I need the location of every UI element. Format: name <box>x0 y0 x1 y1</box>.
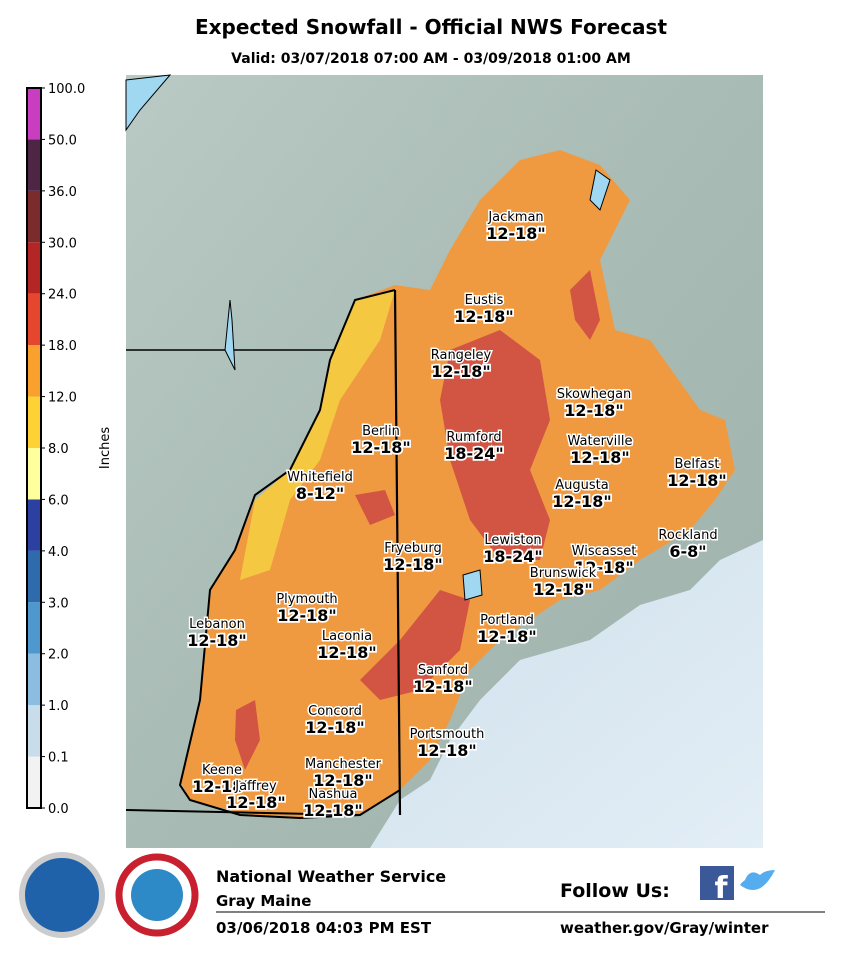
office: National Weather Service <box>216 867 446 886</box>
city-name: Portland <box>480 613 534 628</box>
legend-label: 24.0 <box>48 288 77 303</box>
city-name: Wiscasset <box>572 544 637 559</box>
subtitle: Valid: 03/07/2018 07:00 AM - 03/09/2018 … <box>231 51 631 67</box>
nws-logo-inner <box>131 869 183 921</box>
city-range: 12-18" <box>383 555 443 574</box>
city-name: Lewiston <box>484 533 541 548</box>
city-name: Rockland <box>658 528 717 543</box>
city-range: 12-18" <box>351 438 411 457</box>
legend-label: 3.0 <box>48 596 69 611</box>
city-name: Whitefield <box>287 470 353 485</box>
city-range: 12-18" <box>303 801 363 820</box>
legend-label: 4.0 <box>48 545 69 560</box>
city-range: 12-18" <box>226 793 286 812</box>
map <box>125 74 763 848</box>
city-name: Waterville <box>568 434 633 449</box>
legend-swatch <box>27 190 41 243</box>
city-name: Portsmouth <box>410 727 485 742</box>
legend-swatch <box>27 293 41 346</box>
legend-label: 1.0 <box>48 699 69 714</box>
legend-swatch <box>27 550 41 603</box>
city-range: 18-24" <box>444 444 504 463</box>
legend-swatch <box>27 499 41 551</box>
legend-label: 36.0 <box>48 185 77 200</box>
legend-swatch <box>27 705 41 757</box>
city-name: Skowhegan <box>557 387 632 402</box>
city-range: 12-18" <box>317 643 377 662</box>
noaa-logo <box>19 852 105 938</box>
city-range: 18-24" <box>483 547 543 566</box>
city-range: 6-8" <box>669 542 706 561</box>
legend-swatch <box>27 242 41 294</box>
legend-label: 18.0 <box>48 339 77 354</box>
city-name: Laconia <box>322 629 372 644</box>
city-name: Concord <box>308 704 362 719</box>
city-range: 12-18" <box>477 627 537 646</box>
city-range: 12-18" <box>192 777 252 796</box>
legend-label: 12.0 <box>48 391 77 406</box>
city-range: 12-18" <box>305 718 365 737</box>
title: Expected Snowfall - Official NWS Forecas… <box>195 15 667 39</box>
city-range: 12-18" <box>574 558 634 577</box>
city-name: Keene <box>202 763 242 778</box>
legend-label: 30.0 <box>48 236 77 251</box>
legend-swatch <box>27 396 41 448</box>
legend-title: Inches <box>98 427 113 469</box>
city-range: 12-18" <box>570 448 630 467</box>
legend-swatch <box>27 139 41 191</box>
legend-swatch <box>27 756 41 808</box>
city-name: Rangeley <box>431 348 492 363</box>
follow: Follow Us: <box>560 880 670 902</box>
city-range: 12-18" <box>277 606 337 625</box>
url[interactable]: weather.gov/Gray/winter <box>560 919 769 937</box>
city-name: Augusta <box>555 478 608 493</box>
city-range: 12-18" <box>417 741 477 760</box>
city-name: Rumford <box>446 430 501 445</box>
facebook-icon[interactable] <box>700 866 734 900</box>
city-range: 12-18" <box>313 771 373 790</box>
legend-label: 8.0 <box>48 442 69 457</box>
city-range: 12-18" <box>413 677 473 696</box>
city-range: 12-18" <box>552 492 612 511</box>
city-name: Nashua <box>309 787 358 802</box>
city-name: Plymouth <box>276 592 337 607</box>
legend-label: 0.1 <box>48 751 69 766</box>
city-range: 12-18" <box>533 580 593 599</box>
legend-swatch <box>27 345 41 397</box>
city-name: Brunswick <box>530 566 597 581</box>
color-legend: 0.0 0.1 1.0 2.0 3.0 4.0 6.0 8.0 12.0 18.0 24.0 30.0… <box>26 82 113 817</box>
city-range: 12-18" <box>454 307 514 326</box>
legend-swatch <box>27 653 41 706</box>
city-name: Belfast <box>675 457 720 472</box>
facebook-f: f <box>714 871 728 906</box>
city-labels: Jackman12-18"Eustis12-18"Rangeley12-18"S… <box>185 209 728 822</box>
city-range: 12-18" <box>564 401 624 420</box>
legend-label: 2.0 <box>48 648 69 663</box>
legend-label: 100.0 <box>48 82 85 97</box>
city-name: Sanford <box>418 663 468 678</box>
legend-swatch <box>27 602 41 654</box>
city-range: 12-18" <box>486 224 546 243</box>
legend-swatch <box>27 448 41 500</box>
legend-label: 50.0 <box>48 133 77 148</box>
city-name: Fryeburg <box>384 541 441 556</box>
city-name: Lebanon <box>189 617 245 632</box>
legend-label: 0.0 <box>48 802 69 817</box>
city-name: Jaffrey <box>234 779 277 794</box>
twitter-icon[interactable] <box>740 870 775 890</box>
city-name: Manchester <box>305 757 382 772</box>
city-name: Berlin <box>362 424 400 439</box>
legend-label: 6.0 <box>48 493 69 508</box>
location: Gray Maine <box>216 892 311 910</box>
city-name: Eustis <box>465 293 504 308</box>
issued: 03/06/2018 04:03 PM EST <box>216 919 432 937</box>
city-range: 12-18" <box>667 471 727 490</box>
city-range: 8-12" <box>296 484 344 503</box>
city-range: 12-18" <box>187 631 247 650</box>
footer: National Weather Service Gray Maine 03/0… <box>19 852 825 938</box>
city-range: 12-18" <box>431 362 491 381</box>
legend-swatch <box>27 88 41 140</box>
city-name: Jackman <box>487 210 543 225</box>
